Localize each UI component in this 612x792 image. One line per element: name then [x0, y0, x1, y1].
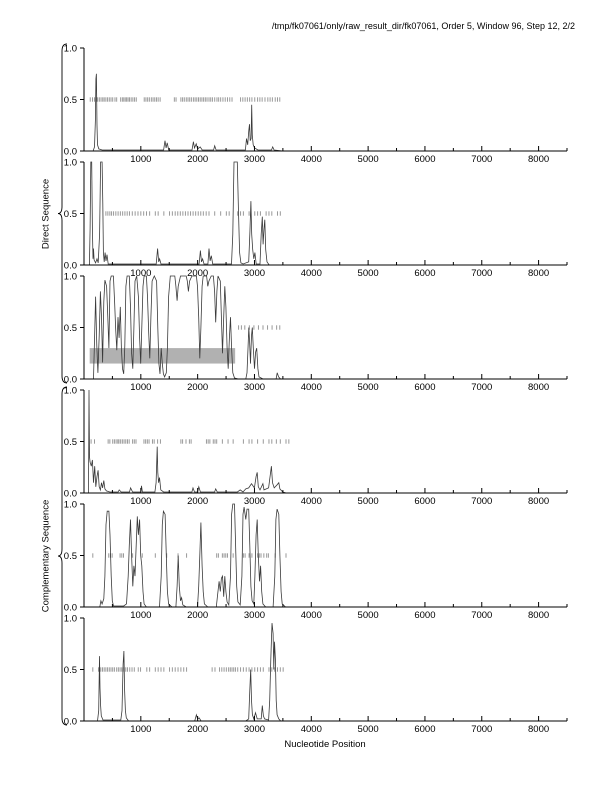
- tick-label: 2000: [187, 496, 208, 507]
- tick-label: 6000: [414, 496, 435, 507]
- tick-label: 6000: [414, 154, 435, 165]
- tick-label: 8000: [528, 382, 549, 393]
- axes: [80, 275, 568, 380]
- tick-label: 4000: [301, 496, 322, 507]
- codon-ticks: [92, 667, 284, 672]
- panel-complementary-frame-1: 0.0 0.5 1.0 1000 2000 3000 4000 5000 6000 7000 800…: [64, 385, 568, 507]
- tick-label: 1000: [130, 268, 151, 279]
- tick-label: 4000: [301, 610, 322, 621]
- probability-curve: [84, 161, 567, 266]
- tick-label: 1000: [130, 724, 151, 735]
- tick-label: 5000: [358, 268, 379, 279]
- tick-label: 5000: [358, 724, 379, 735]
- tick-label: 3000: [244, 610, 265, 621]
- codon-ticks: [105, 211, 281, 216]
- tick-label: 5000: [358, 496, 379, 507]
- tick-label: 3000: [244, 496, 265, 507]
- axes: [80, 161, 568, 266]
- tick-label: 6000: [414, 610, 435, 621]
- prediction-bar: [89, 348, 236, 364]
- tick-label: 0.0: [64, 260, 77, 271]
- codon-ticks: [89, 97, 281, 102]
- codon-ticks: [238, 325, 281, 330]
- tick-label: 1.0: [64, 385, 77, 396]
- tick-label: 1.0: [64, 157, 77, 168]
- tick-label: 0.5: [64, 551, 77, 562]
- probability-curve: [84, 623, 567, 722]
- axes: [80, 617, 568, 722]
- complementary-sequence-brace: [57, 386, 68, 726]
- panel-complementary-frame-2: 0.0 0.5 1.0 1000 2000 3000 4000 5000 6000 7000 800…: [64, 499, 568, 621]
- direct-sequence-brace: [57, 43, 68, 384]
- codon-ticks: [90, 439, 290, 444]
- panel-direct-frame-1: 0.0 0.5 1.0 1000 2000 3000 4000 5000 6000 7000 800…: [64, 43, 568, 165]
- tick-label: 0.5: [64, 323, 77, 334]
- tick-label: 6000: [414, 268, 435, 279]
- tick-label: 8000: [528, 268, 549, 279]
- axes: [80, 503, 568, 608]
- tick-label: 1000: [130, 382, 151, 393]
- tick-label: 3000: [244, 724, 265, 735]
- tick-label: 8000: [528, 724, 549, 735]
- tick-label: 0.5: [64, 437, 77, 448]
- tick-label: 1.0: [64, 271, 77, 282]
- tick-label: 1.0: [64, 43, 77, 54]
- tick-label: 0.0: [64, 488, 77, 499]
- tick-label: 2000: [187, 154, 208, 165]
- tick-label: 2000: [187, 724, 208, 735]
- tick-label: 1.0: [64, 613, 77, 624]
- tick-label: 2000: [187, 382, 208, 393]
- tick-label: 6000: [414, 724, 435, 735]
- tick-label: 7000: [471, 610, 492, 621]
- probability-curve: [84, 503, 567, 608]
- tick-label: 0.5: [64, 95, 77, 106]
- panel-direct-frame-3: 0.0 0.5 1.0 1000 2000 3000 4000 5000 6000 7000 800…: [64, 271, 568, 393]
- tick-label: 0.0: [64, 374, 77, 385]
- tick-label: 0.0: [64, 146, 77, 157]
- tick-label: 1000: [130, 496, 151, 507]
- tick-label: 1.0: [64, 499, 77, 510]
- tick-label: 7000: [471, 382, 492, 393]
- tick-label: 7000: [471, 154, 492, 165]
- tick-label: 0.0: [64, 602, 77, 613]
- axes: [80, 389, 568, 494]
- tick-label: 0.5: [64, 209, 77, 220]
- tick-label: 4000: [301, 382, 322, 393]
- tick-label: 1000: [130, 610, 151, 621]
- tick-label: 7000: [471, 268, 492, 279]
- probability-curve: [84, 389, 567, 494]
- panel-direct-frame-2: 0.0 0.5 1.0 1000 2000 3000 4000 5000 6000 7000 800…: [64, 157, 568, 279]
- codon-ticks: [92, 553, 287, 558]
- plot-title: /tmp/fk07061/only/raw_result_dir/fk07061…: [271, 21, 575, 31]
- tick-label: 7000: [471, 724, 492, 735]
- x-axis-label: Nucleotide Position: [284, 739, 366, 750]
- tick-label: 4000: [301, 268, 322, 279]
- tick-label: 4000: [301, 154, 322, 165]
- tick-label: 0.0: [64, 716, 77, 727]
- tick-label: 3000: [244, 154, 265, 165]
- tick-label: 2000: [187, 610, 208, 621]
- tick-label: 2000: [187, 268, 208, 279]
- axes: [80, 47, 568, 152]
- tick-label: 4000: [301, 724, 322, 735]
- tick-label: 3000: [244, 382, 265, 393]
- panel-complementary-frame-3: 0.0 0.5 1.0 1000 2000 3000 4000 5000 6000 7000 800…: [64, 613, 568, 735]
- tick-label: 7000: [471, 496, 492, 507]
- probability-curve: [84, 73, 567, 152]
- tick-label: 0.5: [64, 665, 77, 676]
- tick-label: 3000: [244, 268, 265, 279]
- tick-label: 5000: [358, 382, 379, 393]
- tick-label: 1000: [130, 154, 151, 165]
- tick-label: 5000: [358, 154, 379, 165]
- tick-label: 8000: [528, 610, 549, 621]
- tick-label: 8000: [528, 496, 549, 507]
- tick-label: 6000: [414, 382, 435, 393]
- tick-label: 8000: [528, 154, 549, 165]
- tick-label: 5000: [358, 610, 379, 621]
